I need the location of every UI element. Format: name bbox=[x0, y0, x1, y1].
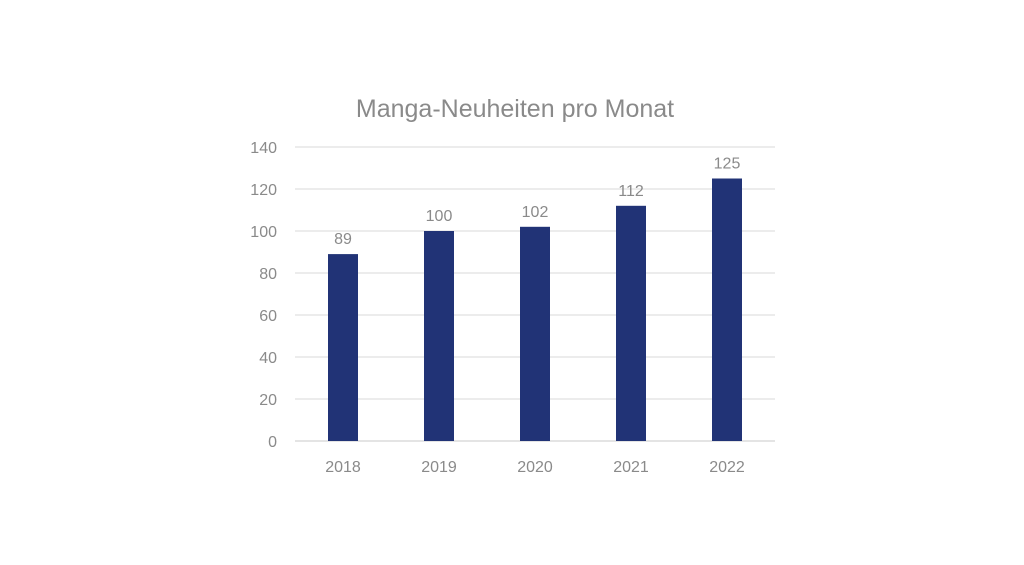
y-tick-label: 40 bbox=[259, 350, 277, 367]
bar-2021 bbox=[616, 205, 646, 441]
data-label-2019: 100 bbox=[426, 208, 453, 225]
x-tick-label-2021: 2021 bbox=[613, 459, 649, 476]
data-label-2020: 102 bbox=[522, 204, 549, 221]
bar-2019 bbox=[424, 231, 454, 441]
data-label-2018: 89 bbox=[334, 231, 352, 248]
y-tick-label: 80 bbox=[259, 266, 277, 283]
y-tick-label: 60 bbox=[259, 308, 277, 325]
bars bbox=[328, 178, 742, 441]
x-axis-tick-labels: 2018 2019 2020 2021 2022 bbox=[325, 459, 745, 476]
bar-2020 bbox=[520, 226, 550, 441]
x-tick-label-2022: 2022 bbox=[709, 459, 745, 476]
x-tick-label-2020: 2020 bbox=[517, 459, 553, 476]
y-tick-label: 140 bbox=[250, 140, 277, 157]
y-axis-tick-labels: 0 20 40 60 80 100 120 140 bbox=[250, 140, 277, 451]
chart-title: Manga-Neuheiten pro Monat bbox=[356, 95, 674, 123]
y-tick-label: 120 bbox=[250, 182, 277, 199]
data-label-2021: 112 bbox=[618, 183, 644, 200]
x-tick-label-2018: 2018 bbox=[325, 459, 361, 476]
y-tick-label: 0 bbox=[268, 434, 277, 451]
bar-2018 bbox=[328, 254, 358, 441]
data-label-2022: 125 bbox=[714, 156, 741, 173]
bar-2022 bbox=[712, 178, 742, 441]
x-tick-label-2019: 2019 bbox=[421, 459, 457, 476]
y-tick-label: 20 bbox=[259, 392, 277, 409]
y-tick-label: 100 bbox=[250, 224, 277, 241]
data-labels: 89 100 102 112 125 bbox=[334, 156, 740, 249]
